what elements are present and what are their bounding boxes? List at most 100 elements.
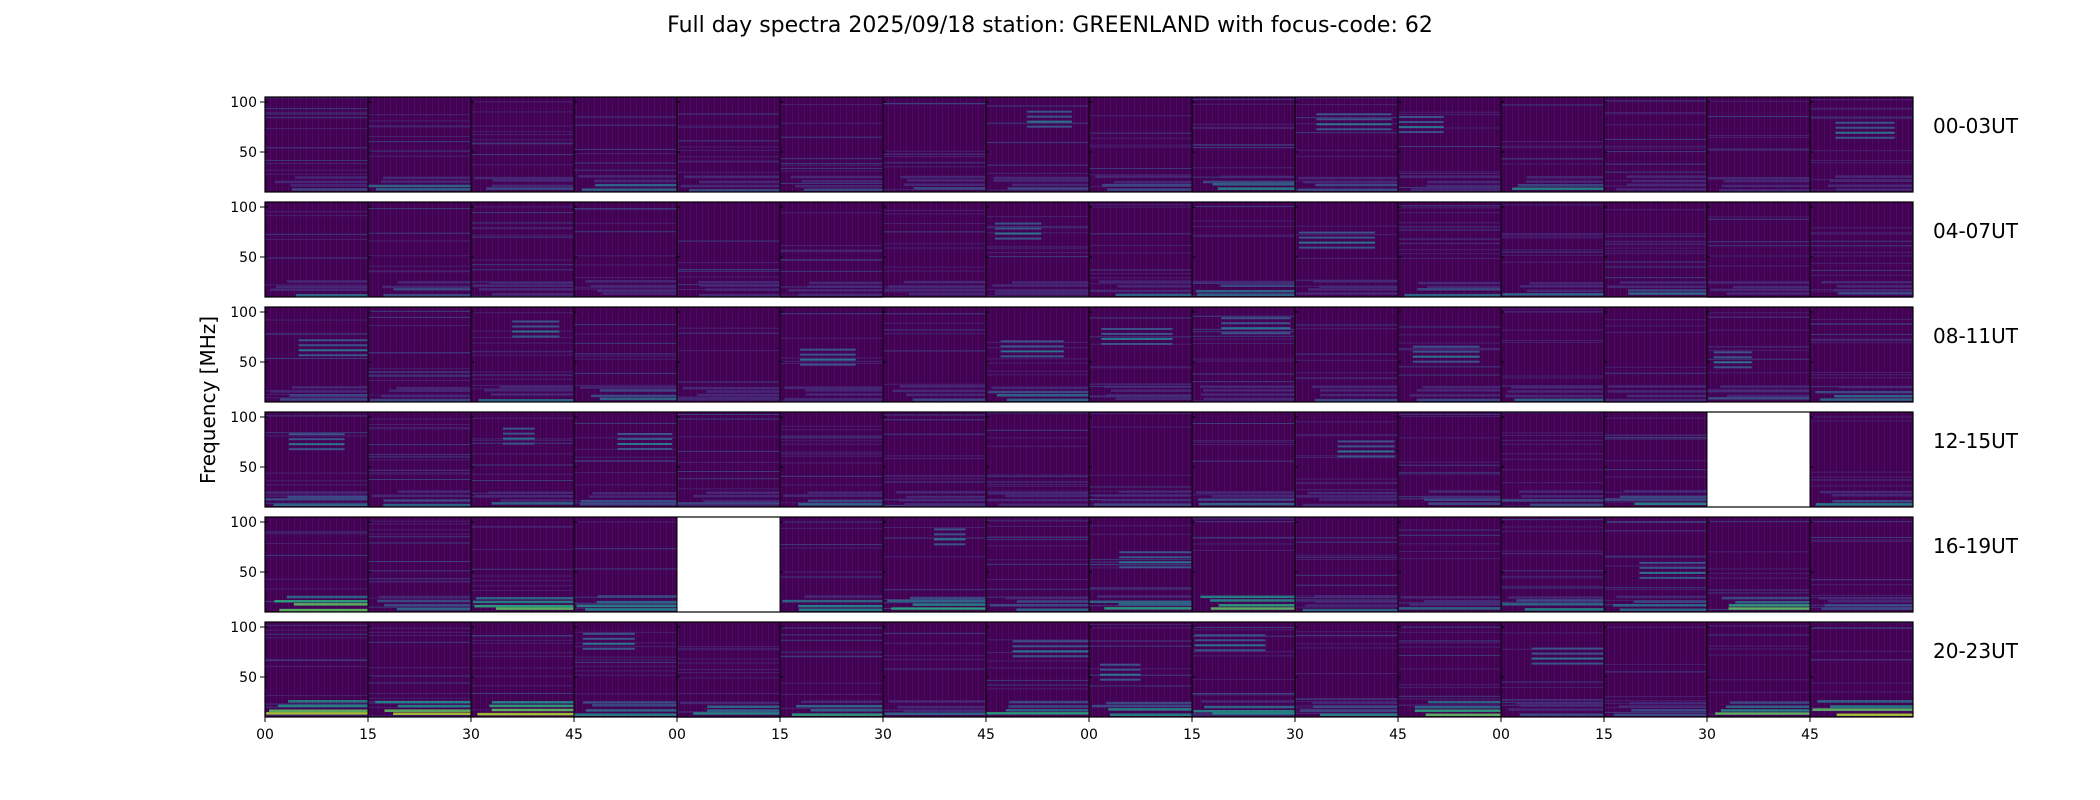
spectra-panel-missing: [676, 516, 781, 613]
spectra-row: 50 100 16-19UT: [230, 515, 2019, 613]
spectra-panel: [985, 96, 1090, 193]
spectra-panel: [1603, 96, 1708, 193]
row-frame: [264, 96, 1914, 193]
spectra-panel: [573, 96, 678, 193]
x-tick-label: 15: [1595, 727, 1613, 743]
y-tick-label: 100: [230, 620, 257, 636]
y-tick-label: 50: [239, 355, 257, 371]
spectra-panel: [676, 306, 781, 403]
x-tick-label: 30: [1286, 727, 1304, 743]
x-tick-label: 15: [771, 727, 789, 743]
spectra-row: 50 100 00-03UT: [230, 95, 2019, 193]
row-label: 16-19UT: [1933, 534, 2019, 558]
spectra-panel: [264, 516, 369, 613]
spectra-panel: [367, 411, 472, 508]
spectra-panel: [1088, 201, 1193, 298]
spectra-panel: [1191, 411, 1296, 508]
spectra-panel: [1397, 96, 1502, 193]
spectra-panel: [676, 411, 781, 508]
spectra-panel: [470, 411, 575, 508]
spectra-panel: [882, 201, 987, 298]
spectra-panel: [1603, 621, 1708, 718]
x-tick-label: 15: [1183, 727, 1201, 743]
spectra-panel: [1809, 96, 1914, 193]
spectra-panel: [779, 621, 884, 718]
spectra-panel: [1294, 516, 1399, 613]
spectra-panel: [1809, 516, 1914, 613]
spectra-panel: [779, 96, 884, 193]
row-frame: [264, 411, 1914, 508]
y-axis-label: Frequency [MHz]: [196, 316, 220, 484]
spectra-panel: [264, 411, 369, 508]
spectra-panel-missing: [1706, 411, 1811, 508]
spectra-panel: [367, 201, 472, 298]
x-tick-label: 00: [256, 727, 274, 743]
spectra-panel: [1294, 96, 1399, 193]
chart-title: Full day spectra 2025/09/18 station: GRE…: [667, 13, 1433, 38]
spectra-panel: [985, 306, 1090, 403]
spectra-panel: [985, 201, 1090, 298]
spectra-panel: [264, 621, 369, 718]
spectra-panel: [1191, 516, 1296, 613]
y-tick-label: 100: [230, 95, 257, 111]
x-tick-label: 30: [1698, 727, 1716, 743]
x-tick-label: 00: [1492, 727, 1510, 743]
spectra-panel: [573, 516, 678, 613]
spectra-panel: [985, 516, 1090, 613]
spectra-panel: [676, 96, 781, 193]
spectra-panel: [1191, 96, 1296, 193]
spectra-row: 50 100 20-23UT: [230, 620, 2019, 718]
y-tick-label: 100: [230, 515, 257, 531]
spectra-panel: [1706, 96, 1811, 193]
spectra-panel: [1397, 516, 1502, 613]
spectra-row: 50 100 04-07UT: [230, 200, 2019, 298]
x-tick-label: 15: [359, 727, 377, 743]
spectra-row: 50 100 08-11UT: [230, 305, 2019, 403]
spectra-panel: [882, 621, 987, 718]
spectra-panel: [1706, 201, 1811, 298]
y-tick-label: 100: [230, 305, 257, 321]
spectra-panel: [882, 306, 987, 403]
spectra-panel: [1809, 306, 1914, 403]
spectra-panel: [573, 621, 678, 718]
x-tick-label: 45: [1389, 727, 1407, 743]
row-label: 20-23UT: [1933, 639, 2019, 663]
spectra-panel: [1500, 411, 1605, 508]
spectra-panel: [1294, 411, 1399, 508]
spectra-panel: [1294, 201, 1399, 298]
spectra-panel: [1397, 201, 1502, 298]
spectra-panel: [470, 96, 575, 193]
y-tick-label: 50: [239, 565, 257, 581]
row-label: 08-11UT: [1933, 324, 2019, 348]
spectra-panel: [1191, 306, 1296, 403]
spectra-row: 50 100 12-15UT: [230, 410, 2019, 508]
spectra-panel: [882, 411, 987, 508]
spectra-panel: [470, 306, 575, 403]
spectra-panel: [1088, 516, 1193, 613]
spectra-panel: [367, 516, 472, 613]
spectra-panel: [1088, 306, 1193, 403]
spectra-panel: [1500, 306, 1605, 403]
spectra-panel: [676, 621, 781, 718]
spectra-panel: [1809, 201, 1914, 298]
spectra-panel: [779, 516, 884, 613]
x-tick-label: 00: [668, 727, 686, 743]
spectra-panel: [1088, 411, 1193, 508]
spectra-panel: [470, 201, 575, 298]
spectra-panel: [1500, 96, 1605, 193]
spectra-panel: [882, 96, 987, 193]
x-tick-label: 00: [1080, 727, 1098, 743]
spectra-panel: [1397, 621, 1502, 718]
x-ticks: 00 15 30 45 00 15 30 45 00 15 30 45 00 15 30 45: [256, 717, 1819, 743]
spectra-panel: [1294, 306, 1399, 403]
x-tick-label: 45: [565, 727, 583, 743]
spectra-panel: [676, 201, 781, 298]
spectra-panel: [1603, 201, 1708, 298]
row-frame: [264, 516, 1914, 613]
spectra-panel: [1706, 621, 1811, 718]
spectra-panel: [264, 306, 369, 403]
y-tick-label: 50: [239, 145, 257, 161]
spectra-panel: [367, 96, 472, 193]
spectra-panel: [985, 411, 1090, 508]
x-tick-label: 30: [874, 727, 892, 743]
